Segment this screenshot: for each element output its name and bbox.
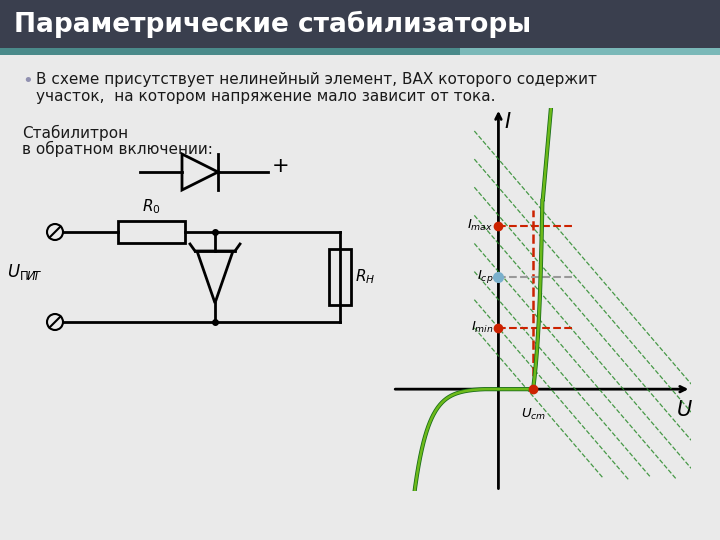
Text: $I_{cp}$: $I_{cp}$ — [477, 268, 494, 285]
Text: $R_H$: $R_H$ — [355, 268, 375, 286]
Text: $I_{max}$: $I_{max}$ — [467, 218, 494, 233]
Text: $U_{cm}$: $U_{cm}$ — [521, 407, 546, 422]
Bar — [460, 48, 720, 55]
Text: Параметрические стабилизаторы: Параметрические стабилизаторы — [14, 10, 531, 38]
Bar — [0, 0, 720, 48]
Text: участок,  на котором напряжение мало зависит от тока.: участок, на котором напряжение мало зави… — [36, 89, 495, 104]
Text: $I_{min}$: $I_{min}$ — [471, 320, 494, 335]
Text: •: • — [22, 72, 32, 90]
Text: $I$: $I$ — [504, 112, 512, 132]
Text: Стабилитрон: Стабилитрон — [22, 125, 128, 141]
Text: в обратном включении:: в обратном включении: — [22, 141, 213, 157]
Bar — [0, 48, 460, 55]
Bar — [329, 249, 351, 305]
Text: $U$: $U$ — [675, 400, 693, 421]
Text: +: + — [272, 156, 289, 176]
Bar — [118, 221, 185, 243]
Text: $U_{\Pi\!И\!Т}$: $U_{\Pi\!И\!Т}$ — [7, 262, 43, 282]
Text: $R_0$: $R_0$ — [142, 197, 161, 216]
Text: В схеме присутствует нелинейный элемент, ВАХ которого содержит: В схеме присутствует нелинейный элемент,… — [36, 72, 597, 87]
